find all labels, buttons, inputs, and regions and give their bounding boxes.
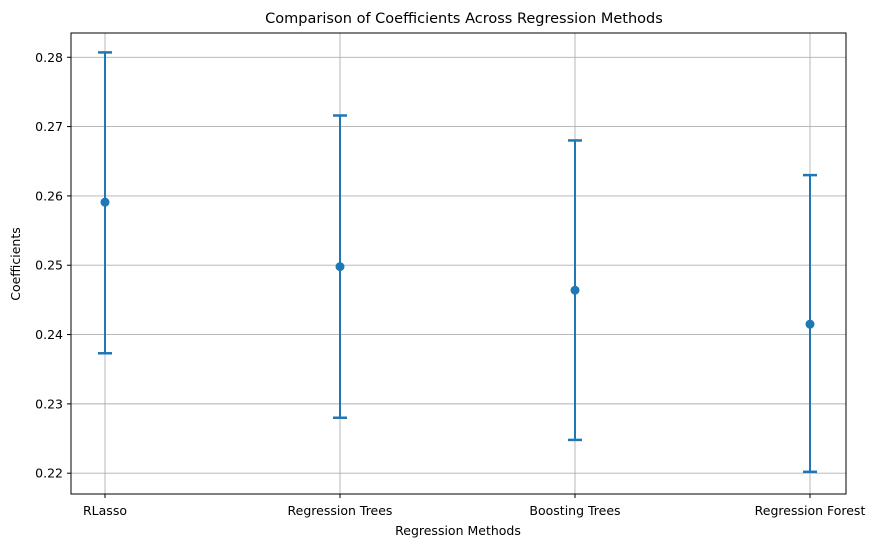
data-point bbox=[805, 319, 815, 329]
y-tick-label: 0.26 bbox=[35, 188, 63, 203]
x-tick-label: Regression Trees bbox=[288, 503, 393, 518]
data-point bbox=[335, 262, 345, 272]
x-tick-label: RLasso bbox=[83, 503, 127, 518]
x-axis-label: Regression Methods bbox=[395, 523, 521, 538]
chart-title: Comparison of Coefficients Across Regres… bbox=[265, 11, 663, 27]
grid bbox=[71, 33, 846, 494]
ticks: 0.22 0.23 0.24 0.25 0.26 0.27 0.28 RLasso Regres… bbox=[35, 50, 865, 518]
y-tick-label: 0.27 bbox=[35, 119, 63, 134]
series bbox=[98, 51, 817, 474]
y-tick-label: 0.28 bbox=[35, 50, 63, 65]
y-tick-label: 0.23 bbox=[35, 396, 63, 411]
y-axis-label: Coefficients bbox=[8, 227, 23, 301]
data-point bbox=[100, 197, 110, 207]
y-tick-label: 0.24 bbox=[35, 327, 63, 342]
data-point bbox=[570, 285, 580, 295]
y-tick-label: 0.22 bbox=[35, 466, 63, 481]
x-tick-label: Regression Forest bbox=[755, 503, 866, 518]
y-tick-label: 0.25 bbox=[35, 258, 63, 273]
x-tick-label: Boosting Trees bbox=[529, 503, 620, 518]
plot-frame bbox=[70, 32, 847, 495]
